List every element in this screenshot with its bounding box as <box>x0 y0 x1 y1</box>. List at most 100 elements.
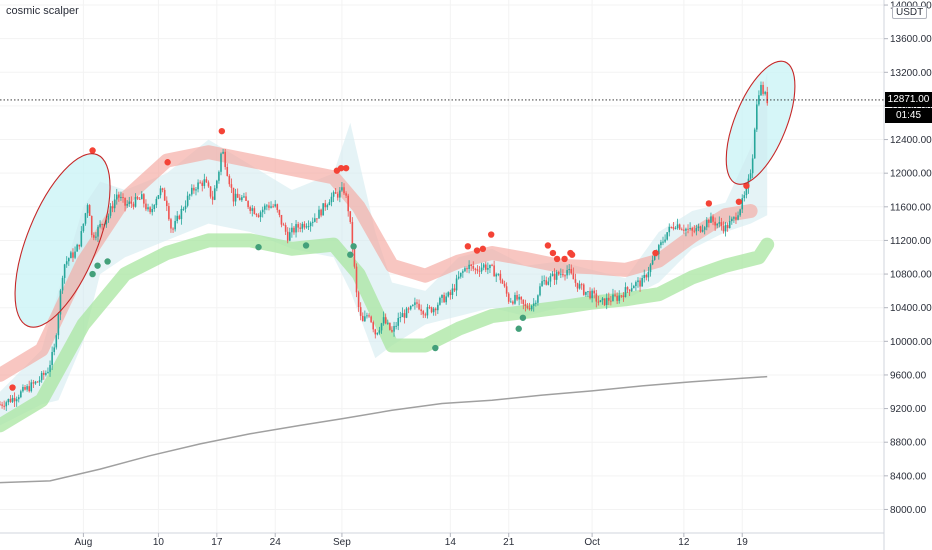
lower-band <box>0 233 775 433</box>
candle-body <box>245 196 247 201</box>
x-axis[interactable]: Aug 10 17 24 Sep 14 21 Oct 12 19 <box>0 532 884 548</box>
y-tick-label: 11600.00 <box>890 202 931 213</box>
candle-body <box>34 381 37 384</box>
candle-body <box>74 251 76 258</box>
candle-body <box>666 232 668 240</box>
candle-body <box>180 208 183 220</box>
candle-body <box>65 261 68 265</box>
candle-body <box>261 209 264 213</box>
candle-body <box>291 227 293 233</box>
y-tick-label: 8400.00 <box>890 471 927 482</box>
candle-body <box>507 293 510 302</box>
candle-body <box>651 259 654 265</box>
candle-body <box>514 295 516 304</box>
candle-body <box>193 187 195 191</box>
candle-body <box>724 225 727 232</box>
candle-body <box>637 280 639 283</box>
candle-body <box>551 273 554 277</box>
candle-body <box>224 151 226 167</box>
candle-body <box>324 203 327 208</box>
sell-signal-dot <box>218 127 226 135</box>
candle-body <box>368 315 370 317</box>
candle-body <box>30 382 33 392</box>
candle-body <box>658 245 660 255</box>
candle-body <box>649 264 652 273</box>
candle-body <box>576 282 579 289</box>
currency-unit-badge[interactable]: USDT <box>892 6 928 19</box>
candle-body <box>599 300 602 303</box>
highlight-ellipse <box>725 60 796 185</box>
candle-body <box>353 246 356 267</box>
candle-body <box>716 223 719 226</box>
candle-body <box>449 292 452 295</box>
candle-body <box>286 231 289 241</box>
candle-body <box>9 398 12 402</box>
candle-body <box>301 223 304 229</box>
candle-body <box>751 158 754 174</box>
candle-body <box>399 317 402 319</box>
bar-countdown: 01:45 <box>885 108 932 124</box>
candle-body <box>234 193 237 202</box>
candle-body <box>518 296 520 300</box>
highlight-ellipse <box>14 153 111 328</box>
candle-body <box>93 235 95 238</box>
candle-body <box>118 194 120 198</box>
candle-body <box>90 215 93 236</box>
candle-body <box>428 307 431 309</box>
candle-body <box>326 205 329 208</box>
candle-body <box>672 227 675 229</box>
candle-body <box>482 264 485 268</box>
candle-body <box>722 225 725 232</box>
candle-body <box>480 267 483 272</box>
candle-body <box>153 205 156 209</box>
candle-body <box>45 373 47 375</box>
candle-body <box>685 228 687 231</box>
candle-body <box>397 317 400 326</box>
candle-body <box>7 398 10 403</box>
candle-body <box>22 386 24 392</box>
y-tick-label: 12400.00 <box>890 135 932 146</box>
candle-body <box>278 209 281 215</box>
y-tick-label: 12000.00 <box>890 169 932 180</box>
candle-body <box>143 194 145 204</box>
candle-body <box>562 273 564 276</box>
candle-body <box>149 207 151 213</box>
candle-body <box>378 330 381 333</box>
candle-body <box>82 223 85 232</box>
candle-body <box>51 351 53 365</box>
candle-body <box>564 275 566 277</box>
candle-body <box>341 187 343 191</box>
candle-body <box>272 206 274 208</box>
candle-body <box>616 295 618 301</box>
moving-average <box>0 375 768 484</box>
candle-body <box>38 380 41 383</box>
candle-body <box>191 187 193 195</box>
candle-body <box>236 193 239 198</box>
x-tick-label: 12 <box>678 537 690 548</box>
buy-signal-dot <box>347 251 354 258</box>
candle-body <box>687 228 689 230</box>
y-axis[interactable]: 8000.00 8400.00 8800.00 9200.00 9600.00 10000… <box>883 0 932 550</box>
candle-body <box>633 286 635 289</box>
candle-body <box>568 268 570 271</box>
chart-title: cosmic scalper <box>6 5 79 17</box>
candle-body <box>61 277 64 291</box>
candle-body <box>645 274 648 278</box>
candle-body <box>222 151 224 154</box>
candle-body <box>343 187 345 194</box>
candle-body <box>484 264 487 270</box>
candle-body <box>424 314 427 316</box>
candle-body <box>145 203 147 210</box>
candle-body <box>128 201 131 204</box>
candle-body <box>726 225 729 229</box>
highlight-ellipse-fill <box>15 153 111 328</box>
candle-body <box>86 205 89 214</box>
candle-body <box>161 188 164 190</box>
candle-body <box>760 84 762 96</box>
candle-body <box>555 272 558 280</box>
candle-body <box>570 268 573 274</box>
candle-body <box>714 221 716 226</box>
candle-body <box>55 335 58 348</box>
candle-body <box>745 188 748 196</box>
